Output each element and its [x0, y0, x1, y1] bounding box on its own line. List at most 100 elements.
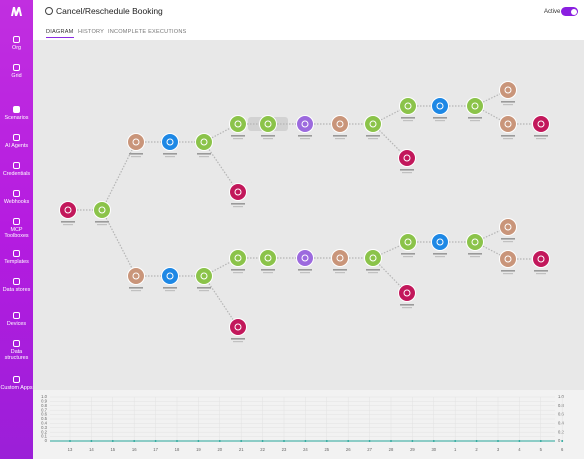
nav-item[interactable]: Custom Apps [0, 376, 33, 391]
module-node[interactable] [229, 115, 247, 133]
nav-item[interactable]: Devices [0, 312, 33, 327]
module-node[interactable] [466, 233, 484, 251]
tab[interactable]: HISTORY [78, 29, 105, 35]
module-node[interactable] [127, 133, 145, 151]
module-node[interactable] [431, 97, 449, 115]
module-icon [234, 188, 242, 196]
module-sublabel [503, 241, 513, 243]
module-label [163, 287, 177, 289]
tab[interactable]: DIAGRAM [46, 29, 74, 38]
module-node[interactable] [259, 249, 277, 267]
x-axis-label: 27 [367, 447, 372, 452]
tab[interactable]: INCOMPLETE EXECUTIONS [108, 29, 187, 35]
nav-item[interactable]: Data structures [0, 340, 33, 361]
nav-item[interactable]: Scenarios [0, 106, 33, 121]
module-node[interactable] [399, 233, 417, 251]
module-label [129, 287, 143, 289]
module-node[interactable] [532, 115, 550, 133]
module-icon [504, 120, 512, 128]
back-button[interactable] [45, 7, 53, 15]
module-sublabel [263, 138, 273, 140]
nav-item[interactable]: Data stores [0, 278, 33, 293]
module-label [534, 135, 548, 137]
nav-icon [13, 162, 20, 169]
active-toggle[interactable] [561, 7, 578, 16]
module-node[interactable] [161, 267, 179, 285]
nav-item[interactable]: Credentials [0, 162, 33, 177]
nav-item[interactable]: Org [0, 36, 33, 51]
module-node[interactable] [195, 133, 213, 151]
nav-item[interactable]: Grid [0, 64, 33, 79]
connector [203, 275, 239, 328]
nav-item[interactable]: Webhooks [0, 190, 33, 205]
module-icon [264, 254, 272, 262]
module-node[interactable] [398, 284, 416, 302]
module-node[interactable] [466, 97, 484, 115]
module-icon [166, 138, 174, 146]
module-sublabel [263, 272, 273, 274]
module-sublabel [368, 272, 378, 274]
module-node[interactable] [398, 149, 416, 167]
module-node[interactable] [93, 201, 111, 219]
module-node[interactable] [195, 267, 213, 285]
logo[interactable] [10, 6, 23, 17]
module-node[interactable] [399, 97, 417, 115]
nav-item[interactable]: MCP Toolboxes [0, 218, 33, 239]
module-sublabel [97, 224, 107, 226]
module-node[interactable] [259, 115, 277, 133]
module-sublabel [402, 172, 412, 174]
module-node[interactable] [431, 233, 449, 251]
module-icon [471, 238, 479, 246]
module-node[interactable] [364, 249, 382, 267]
nav-icon [13, 376, 20, 383]
module-sublabel [403, 256, 413, 258]
chart-panel [33, 390, 584, 459]
module-icon [504, 223, 512, 231]
module-node[interactable] [499, 250, 517, 268]
module-node[interactable] [296, 249, 314, 267]
module-node[interactable] [296, 115, 314, 133]
module-node[interactable] [364, 115, 382, 133]
nav-icon [13, 190, 20, 197]
module-label [468, 253, 482, 255]
module-node[interactable] [161, 133, 179, 151]
module-icon [200, 138, 208, 146]
x-axis-label: 14 [89, 447, 94, 452]
module-node[interactable] [229, 318, 247, 336]
module-node[interactable] [532, 250, 550, 268]
module-icon [537, 255, 545, 263]
module-sublabel [165, 156, 175, 158]
module-node[interactable] [229, 183, 247, 201]
module-icon [403, 154, 411, 162]
module-node[interactable] [331, 249, 349, 267]
module-label [61, 221, 75, 223]
module-node[interactable] [499, 115, 517, 133]
nav-label: AI Agents [4, 143, 29, 149]
module-icon [504, 255, 512, 263]
y-axis-label: 0 [558, 438, 561, 443]
nav-item[interactable]: Templates [0, 250, 33, 265]
nav-label: Grid [11, 73, 22, 79]
module-icon [301, 254, 309, 262]
module-sublabel [165, 290, 175, 292]
module-node[interactable] [59, 201, 77, 219]
nav-item[interactable]: AI Agents [0, 134, 33, 149]
module-icon [471, 102, 479, 110]
module-sublabel [131, 290, 141, 292]
x-axis-label: 30 [431, 447, 436, 452]
x-axis-label: 1 [454, 447, 457, 452]
module-label [231, 269, 245, 271]
module-label [95, 221, 109, 223]
x-axis-label: 18 [175, 447, 180, 452]
module-node[interactable] [499, 81, 517, 99]
x-axis-label: 21 [239, 447, 244, 452]
module-node[interactable] [229, 249, 247, 267]
module-node[interactable] [499, 218, 517, 236]
module-label [366, 135, 380, 137]
module-node[interactable] [127, 267, 145, 285]
nav-icon [13, 106, 20, 113]
nav-label: Data stores [2, 287, 31, 293]
x-axis-label: 26 [346, 447, 351, 452]
x-axis-label: 20 [217, 447, 222, 452]
module-node[interactable] [331, 115, 349, 133]
